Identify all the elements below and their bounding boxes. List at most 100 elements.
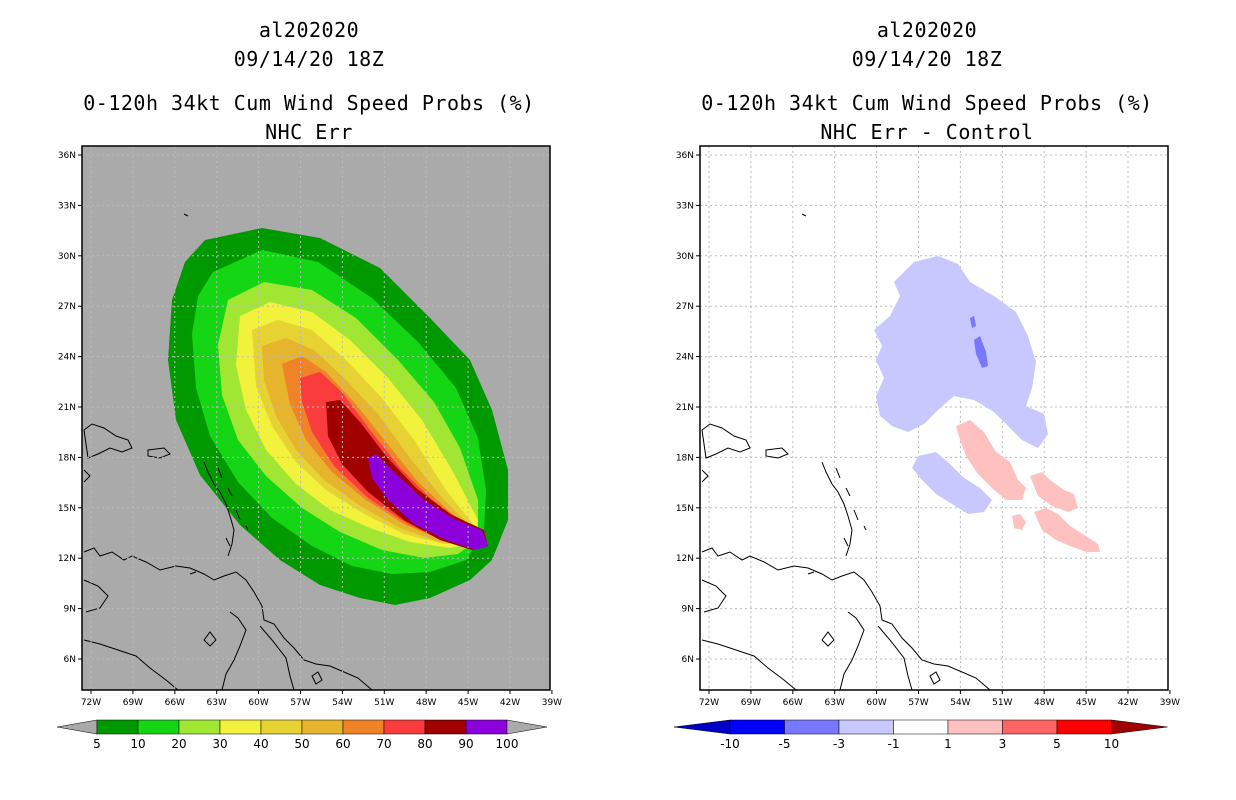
lat-lon-grid: [82, 146, 550, 690]
colorbar-swatch: [1002, 719, 1058, 735]
difference-map: 36N 33N 30N 27N 24N 21N 18N 15N 12N 9N 6N 72W 69W 66W…: [673, 145, 1180, 751]
coastline: [853, 509, 859, 521]
colorbar-swatch: [383, 719, 426, 735]
coastline: [701, 423, 751, 459]
colorbar-label: 10: [130, 737, 145, 751]
colorbar: 5 10 20 30 40 50 60 70 80 90 100: [56, 719, 548, 751]
map-subtitle: NHC Err: [265, 120, 353, 144]
lat-tick-label: 27N: [676, 302, 694, 312]
colorbar-extension-high: [506, 719, 548, 735]
lon-tick-label: 63W: [207, 698, 227, 708]
colorbar-swatch: [893, 719, 949, 735]
lon-tick-label: 39W: [542, 698, 562, 708]
colorbar-extension-low: [673, 719, 731, 735]
coastline: [183, 213, 189, 217]
map-title: 0-120h 34kt Cum Wind Speed Probs (%): [701, 91, 1153, 115]
colorbar-label: 1: [944, 737, 952, 751]
colorbar-swatch: [260, 719, 303, 735]
coastline: [227, 487, 233, 497]
coastline: [245, 525, 249, 531]
colorbar-label: 90: [458, 737, 473, 751]
coastline: [83, 423, 133, 459]
forecast-datetime: 09/14/20 18Z: [233, 47, 385, 71]
colorbar-extension-high: [1111, 719, 1168, 735]
lon-tick-label: 51W: [992, 698, 1012, 708]
lon-tick-label: 66W: [783, 698, 803, 708]
lon-tick-label: 60W: [248, 698, 268, 708]
lat-tick-label: 15N: [676, 504, 694, 514]
lon-tick-label: 42W: [1118, 698, 1138, 708]
colorbar-label: 80: [417, 737, 432, 751]
lon-tick-label: 42W: [500, 698, 520, 708]
contour-neg-5: [974, 336, 988, 368]
lon-tick-label: 54W: [332, 698, 352, 708]
colorbar-label: 70: [376, 737, 391, 751]
coastline: [147, 447, 171, 459]
lon-tick-label: 39W: [1160, 698, 1180, 708]
colorbar-extension-low: [56, 719, 98, 735]
coastline: [225, 537, 231, 547]
lat-tick-label: 33N: [676, 201, 694, 211]
lat-lon-grid: [700, 146, 1168, 690]
lon-tick-label: 57W: [290, 698, 310, 708]
lat-tick-label: 27N: [58, 302, 76, 312]
coastline: [83, 469, 91, 483]
colorbar-swatch: [729, 719, 785, 735]
colorbar-label: 20: [171, 737, 186, 751]
lon-tick-label: 66W: [165, 698, 185, 708]
lat-tick-label: 33N: [58, 201, 76, 211]
lat-tick-label: 9N: [64, 605, 76, 615]
coastline: [765, 447, 789, 459]
coastline: [807, 571, 815, 575]
coastline: [839, 611, 865, 690]
colorbar-swatch: [301, 719, 344, 735]
coastline: [217, 467, 223, 479]
forecast-datetime: 09/14/20 18Z: [851, 47, 1003, 71]
lon-tick-label: 72W: [699, 698, 719, 708]
storm-id: al202020: [876, 18, 978, 42]
lon-tick-label: 60W: [866, 698, 886, 708]
colorbar-swatch: [178, 719, 221, 735]
coastline: [701, 579, 727, 613]
lat-tick-label: 21N: [58, 403, 76, 413]
difference-contours: [874, 256, 1100, 552]
lat-tick-label: 24N: [676, 353, 694, 363]
lon-tick-label: 48W: [1034, 698, 1054, 708]
lat-tick-label: 12N: [58, 554, 76, 564]
lon-tick-label: 63W: [825, 698, 845, 708]
colorbar: -10 -5 -3 -1 1 3 5 10: [673, 719, 1168, 751]
coastline: [203, 461, 235, 557]
coastline: [221, 611, 247, 690]
colorbar-swatch: [947, 719, 1003, 735]
probability-map: 36N 33N 30N 27N 24N 21N 18N 15N 12N 9N 6N 72W 69W 66W…: [56, 145, 562, 751]
lat-tick-label: 12N: [676, 554, 694, 564]
right-panel: al202020 09/14/20 18Z 0-120h 34kt Cum Wi…: [618, 0, 1236, 800]
contour-neg-3: [874, 256, 1048, 448]
colorbar-label: 10: [1104, 737, 1119, 751]
lon-tick-label: 51W: [374, 698, 394, 708]
lon-tick-label: 57W: [908, 698, 928, 708]
colorbar-swatch: [838, 719, 894, 735]
coastline: [259, 625, 295, 690]
colorbar-swatch: [465, 719, 508, 735]
lat-tick-label: 21N: [676, 403, 694, 413]
colorbar-label: -3: [833, 737, 845, 751]
coastline: [83, 547, 373, 690]
storm-id: al202020: [258, 18, 360, 42]
lat-tick-label: 24N: [58, 353, 76, 363]
coastline: [863, 525, 867, 531]
lat-tick-label: 36N: [58, 151, 76, 161]
coastline: [83, 579, 109, 613]
coastline: [845, 487, 851, 497]
lat-tick-label: 15N: [58, 504, 76, 514]
coastline: [83, 639, 179, 690]
map-subtitle: NHC Err - Control: [820, 120, 1034, 144]
contour-80: [326, 400, 488, 550]
axis-ticks: 36N 33N 30N 27N 24N 21N 18N 15N 12N 9N 6N 72W 69W 66W…: [58, 151, 562, 708]
contour-neg-3-b: [912, 452, 992, 514]
contour-90: [368, 454, 488, 550]
probability-contours: [168, 228, 508, 605]
lat-tick-label: 36N: [676, 151, 694, 161]
contour-pos-3-c: [1034, 508, 1100, 552]
contour-neg-5-b: [970, 316, 976, 328]
